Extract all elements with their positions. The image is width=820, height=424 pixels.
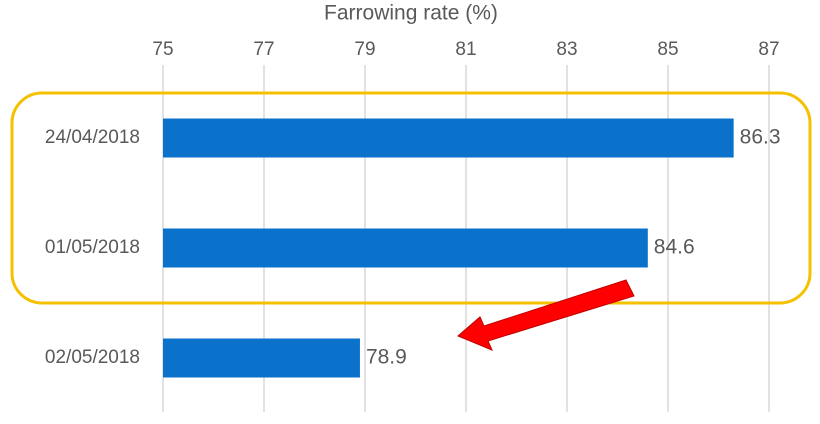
value-label: 78.9 [366,346,407,369]
y-tick-label: 01/05/2018 [45,237,140,258]
x-tick-label: 79 [354,39,375,60]
x-tick-label: 87 [758,39,779,60]
bar [163,228,648,268]
arrow [457,279,635,351]
x-tick-label: 83 [556,39,577,60]
x-tick-label: 81 [455,39,476,60]
highlight-box [10,91,812,305]
x-tick-label: 75 [152,39,173,60]
x-tick-label: 85 [657,39,678,60]
bars: 24/04/2018 86.3 01/05/2018 84.6 02/05/2018 78… [45,118,781,378]
y-tick-label: 02/05/2018 [45,347,140,368]
bar [163,338,360,378]
bar [163,118,734,158]
value-label: 86.3 [740,126,781,149]
x-tick-label: 77 [253,39,274,60]
y-tick-label: 24/04/2018 [45,127,140,148]
axis-title: Farrowing rate (%) [324,2,498,25]
value-label: 84.6 [654,236,695,259]
